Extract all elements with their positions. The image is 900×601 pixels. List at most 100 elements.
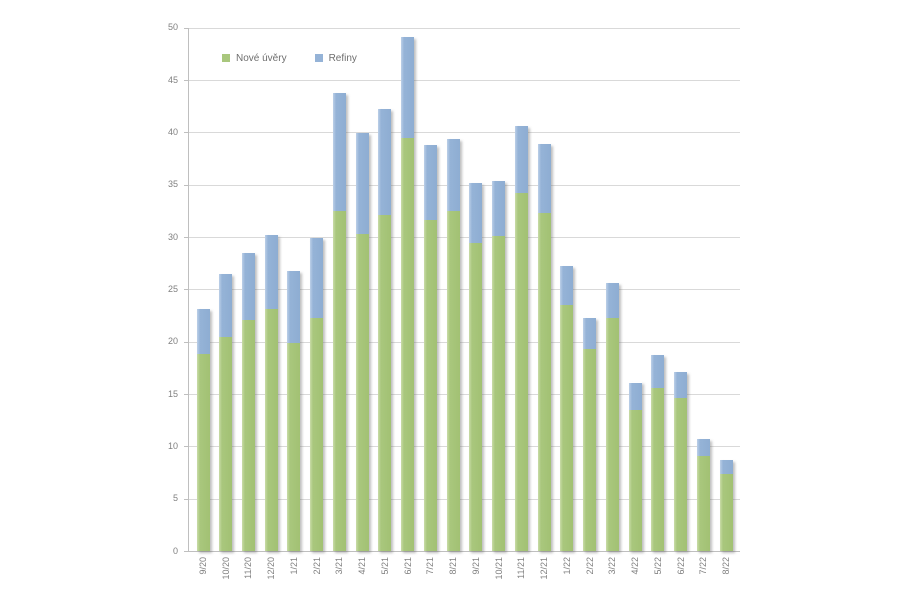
bar-segment-nove-uvery: [674, 398, 688, 551]
bar-segment-refiny: [196, 309, 210, 355]
y-axis-tick: [184, 446, 188, 448]
chart-legend: Nové úvěry Refiny: [222, 50, 357, 66]
y-axis-tick: [184, 394, 188, 395]
bar-segment-refiny: [310, 238, 324, 318]
bar-12/21: [537, 143, 551, 551]
gridline: [188, 498, 740, 500]
bar-segment-nove-uvery: [605, 317, 619, 551]
bar-12/20: [264, 234, 278, 551]
x-axis-label: 2/21: [311, 557, 322, 575]
x-axis-label: 1/21: [288, 557, 299, 575]
x-axis-label: 6/21: [402, 557, 413, 575]
y-axis-tick: [184, 80, 188, 82]
y-axis-tick: [184, 551, 188, 552]
gridline: [188, 394, 740, 395]
gridline: [188, 341, 740, 343]
y-axis-label: 25: [167, 283, 178, 294]
bar-segment-refiny: [401, 37, 415, 138]
bar-segment-refiny: [264, 234, 278, 310]
bar-segment-nove-uvery: [469, 243, 483, 551]
bar-11/21: [514, 126, 528, 551]
bar-segment-nove-uvery: [219, 337, 233, 551]
bar-segment-nove-uvery: [355, 233, 369, 551]
bar-segment-refiny: [719, 459, 733, 474]
bar-segment-nove-uvery: [514, 193, 528, 551]
bar-segment-refiny: [605, 283, 619, 318]
bar-10/21: [492, 180, 506, 551]
y-axis-tick: [184, 27, 188, 29]
bar-4/21: [355, 133, 369, 551]
bar-2/21: [310, 238, 324, 551]
x-axis-label: 4/22: [630, 557, 641, 575]
bar-segment-nove-uvery: [492, 235, 506, 551]
x-axis-label: 3/21: [334, 557, 345, 575]
bar-segment-refiny: [537, 143, 551, 213]
x-axis-label: 4/21: [357, 557, 368, 575]
bar-segment-nove-uvery: [719, 473, 733, 551]
x-axis-label: 9/20: [198, 557, 208, 575]
gridline: [188, 132, 740, 134]
y-axis-tick: [184, 237, 188, 239]
y-axis-label: 15: [167, 388, 178, 399]
x-axis-label: 6/22: [675, 557, 686, 575]
y-axis-label: 30: [167, 231, 178, 242]
bar-segment-nove-uvery: [287, 342, 301, 551]
y-axis-tick: [184, 289, 188, 291]
bar-3/21: [332, 92, 346, 551]
bar-segment-refiny: [332, 92, 346, 211]
x-axis-label: 8/21: [448, 557, 459, 575]
bar-9/20: [196, 309, 210, 551]
bar-segment-refiny: [241, 252, 255, 320]
bar-4/22: [628, 382, 642, 551]
x-axis-label: 5/21: [379, 557, 390, 575]
y-axis-label: 35: [167, 179, 178, 190]
bar-9/21: [469, 182, 483, 551]
y-axis-label: 20: [167, 336, 178, 347]
x-axis-label: 3/22: [607, 557, 618, 575]
bar-6/21: [401, 37, 415, 551]
legend-swatch-nove-uvery-icon: [222, 54, 230, 62]
bar-segment-refiny: [696, 439, 710, 456]
bar-5/21: [378, 109, 392, 551]
x-axis-label: 1/22: [561, 557, 572, 575]
bar-segment-refiny: [560, 266, 574, 306]
legend-label-nove-uvery: Nové úvěry: [236, 52, 287, 64]
bar-segment-nove-uvery: [310, 317, 324, 551]
x-axis-label: 12/21: [539, 557, 550, 580]
y-axis-label: 45: [167, 74, 178, 85]
x-axis-label: 12/20: [266, 557, 277, 580]
bar-segment-nove-uvery: [423, 220, 437, 551]
bar-segment-refiny: [219, 273, 233, 338]
bar-segment-refiny: [469, 182, 483, 244]
x-axis-label: 11/21: [516, 557, 527, 579]
x-axis-label: 8/22: [721, 557, 732, 575]
bar-segment-refiny: [446, 138, 460, 211]
x-axis-label: 10/21: [493, 557, 504, 580]
bar-5/22: [651, 355, 665, 551]
legend-item-nove-uvery: Nové úvěry: [222, 53, 287, 64]
bar-1/22: [560, 266, 574, 551]
bar-segment-nove-uvery: [696, 455, 710, 551]
y-axis-tick: [184, 132, 188, 134]
gridline: [188, 446, 740, 448]
gridline: [188, 27, 740, 29]
bar-segment-nove-uvery: [651, 387, 665, 551]
bar-segment-nove-uvery: [560, 305, 574, 551]
x-axis-label: 11/20: [243, 557, 254, 579]
x-axis-line: [188, 551, 740, 552]
bar-segment-nove-uvery: [196, 354, 210, 551]
bar-segment-refiny: [583, 317, 597, 349]
bar-segment-refiny: [423, 144, 437, 221]
y-axis-tick: [184, 184, 188, 186]
x-axis-label: 10/20: [220, 557, 231, 580]
legend-swatch-refiny-icon: [314, 54, 323, 62]
bar-segment-nove-uvery: [628, 409, 642, 551]
bar-7/21: [423, 144, 437, 551]
x-axis-label: 2/22: [584, 557, 595, 575]
bar-10/20: [219, 273, 233, 551]
bar-segment-nove-uvery: [378, 215, 392, 551]
bar-segment-refiny: [378, 109, 392, 216]
bar-segment-refiny: [492, 180, 506, 236]
legend-label-refiny: Refiny: [328, 52, 357, 64]
